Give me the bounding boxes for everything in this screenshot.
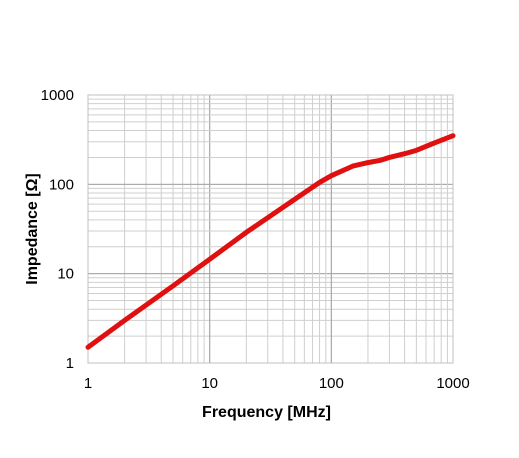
x-tick-label: 1 — [84, 375, 92, 392]
y-tick-label: 1 — [66, 355, 74, 372]
x-tick-label: 10 — [201, 375, 218, 392]
y-tick-label: 10 — [57, 266, 74, 283]
y-tick-labels: 1 10 100 1000 — [41, 87, 74, 372]
x-tick-label: 100 — [319, 375, 344, 392]
x-axis-title: Frequency [MHz] — [202, 404, 331, 421]
grid-lines — [87, 94, 454, 364]
y-axis-title: Impedance [Ω] — [24, 173, 41, 285]
y-tick-label: 100 — [49, 176, 74, 193]
y-tick-label: 1000 — [41, 87, 74, 104]
series-line-impedance — [85, 133, 456, 350]
plot-area-border — [87, 94, 454, 364]
x-tick-labels: 1 10 100 1000 — [84, 375, 470, 392]
x-tick-label: 1000 — [436, 375, 469, 392]
